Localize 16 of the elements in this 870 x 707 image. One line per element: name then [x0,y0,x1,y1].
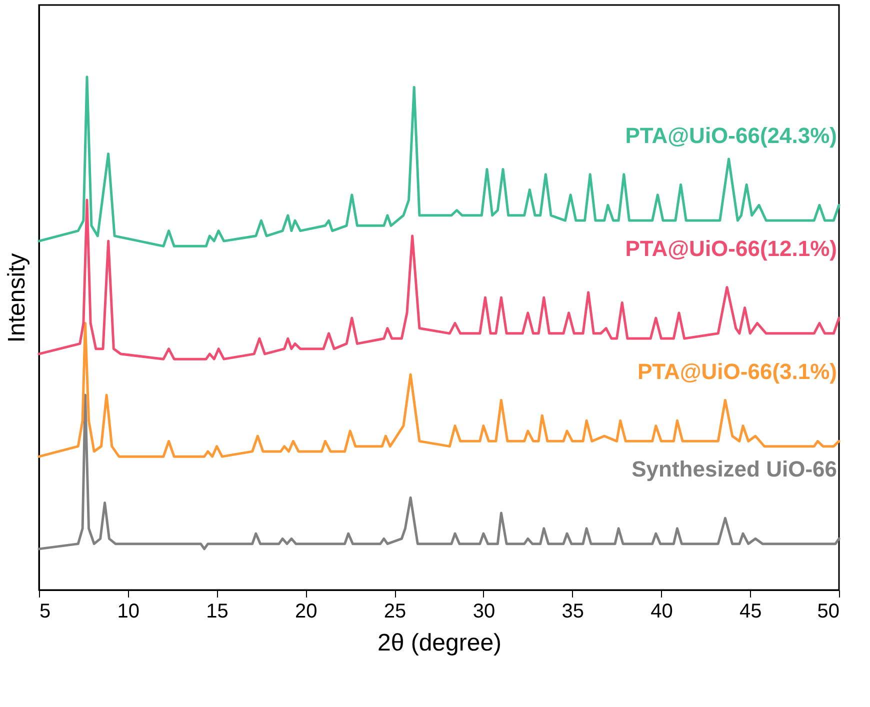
x-tick-label: 20 [295,600,318,622]
series-label: PTA@UiO-66(3.1%) [637,358,837,384]
x-tick-label: 35 [562,600,584,622]
x-tick-label: 10 [117,600,140,622]
x-tick-label: 15 [206,600,228,622]
x-tick-label: 40 [650,600,673,622]
x-tick-label: 50 [817,600,840,622]
x-tick-label: 5 [40,600,51,622]
x-tick-label: 25 [384,600,406,622]
text: Synthesized UiO-66 [632,456,837,482]
y-axis-title: Intensity [4,253,30,343]
series-label: PTA@UiO-66(24.3%) [625,122,837,148]
x-axis-title: 2θ (degree) [377,630,502,656]
series-label: PTA@UiO-66(12.1%) [625,236,837,261]
x-tick-label: 45 [739,600,762,622]
x-tick-label: 30 [472,600,496,622]
